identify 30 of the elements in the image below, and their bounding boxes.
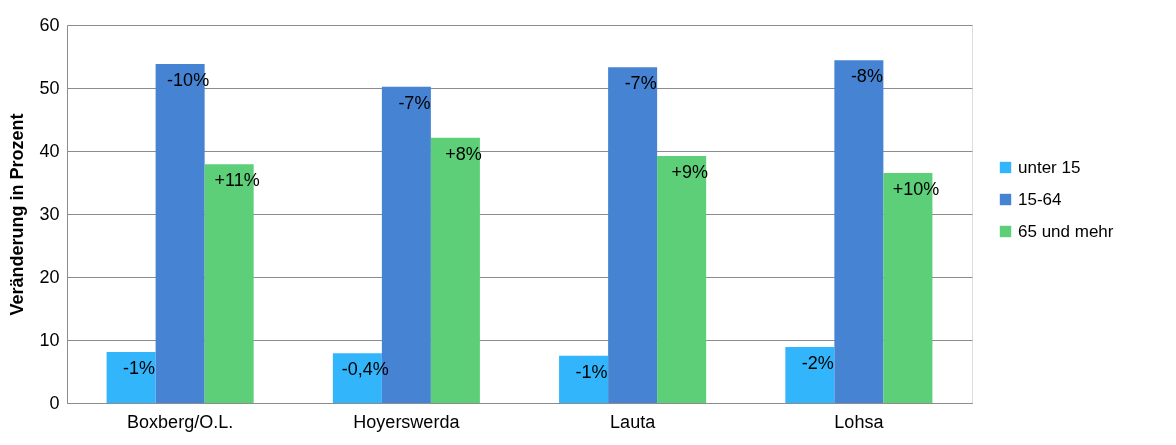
bar — [785, 346, 835, 403]
y-tick-label: 40 — [39, 140, 60, 161]
annotation: -1% — [123, 357, 156, 378]
x-tick-label: Hoyerswerda — [353, 411, 461, 432]
legend-label: 15-64 — [1018, 189, 1062, 209]
bar — [834, 60, 884, 403]
annotation: -8% — [850, 66, 883, 87]
annotation: +8% — [445, 143, 482, 164]
bar — [430, 137, 480, 403]
bar — [559, 355, 609, 403]
annotation: -2% — [801, 352, 834, 373]
bar — [657, 156, 707, 403]
y-tick-label: 10 — [39, 329, 60, 350]
y-tick-label: 0 — [49, 392, 60, 413]
annotation: -7% — [624, 73, 657, 94]
y-tick-label: 20 — [39, 266, 60, 287]
annotation: -7% — [398, 92, 431, 113]
y-axis-title: Veränderung in Prozent — [7, 113, 28, 316]
annotation: -0,4% — [341, 359, 389, 380]
x-tick-label: Lohsa — [834, 411, 885, 432]
x-tick-label: Boxberg/O.L. — [127, 411, 234, 432]
y-tick-label: 30 — [39, 203, 60, 224]
annotation: -1% — [575, 361, 608, 382]
y-tick-label: 60 — [39, 14, 60, 35]
bar — [608, 67, 658, 403]
y-tick-label: 50 — [39, 77, 60, 98]
x-tick-label: Lauta — [610, 411, 657, 432]
legend-label: 65 und mehr — [1018, 221, 1114, 241]
bar — [106, 351, 156, 403]
legend-label: unter 15 — [1018, 157, 1081, 177]
